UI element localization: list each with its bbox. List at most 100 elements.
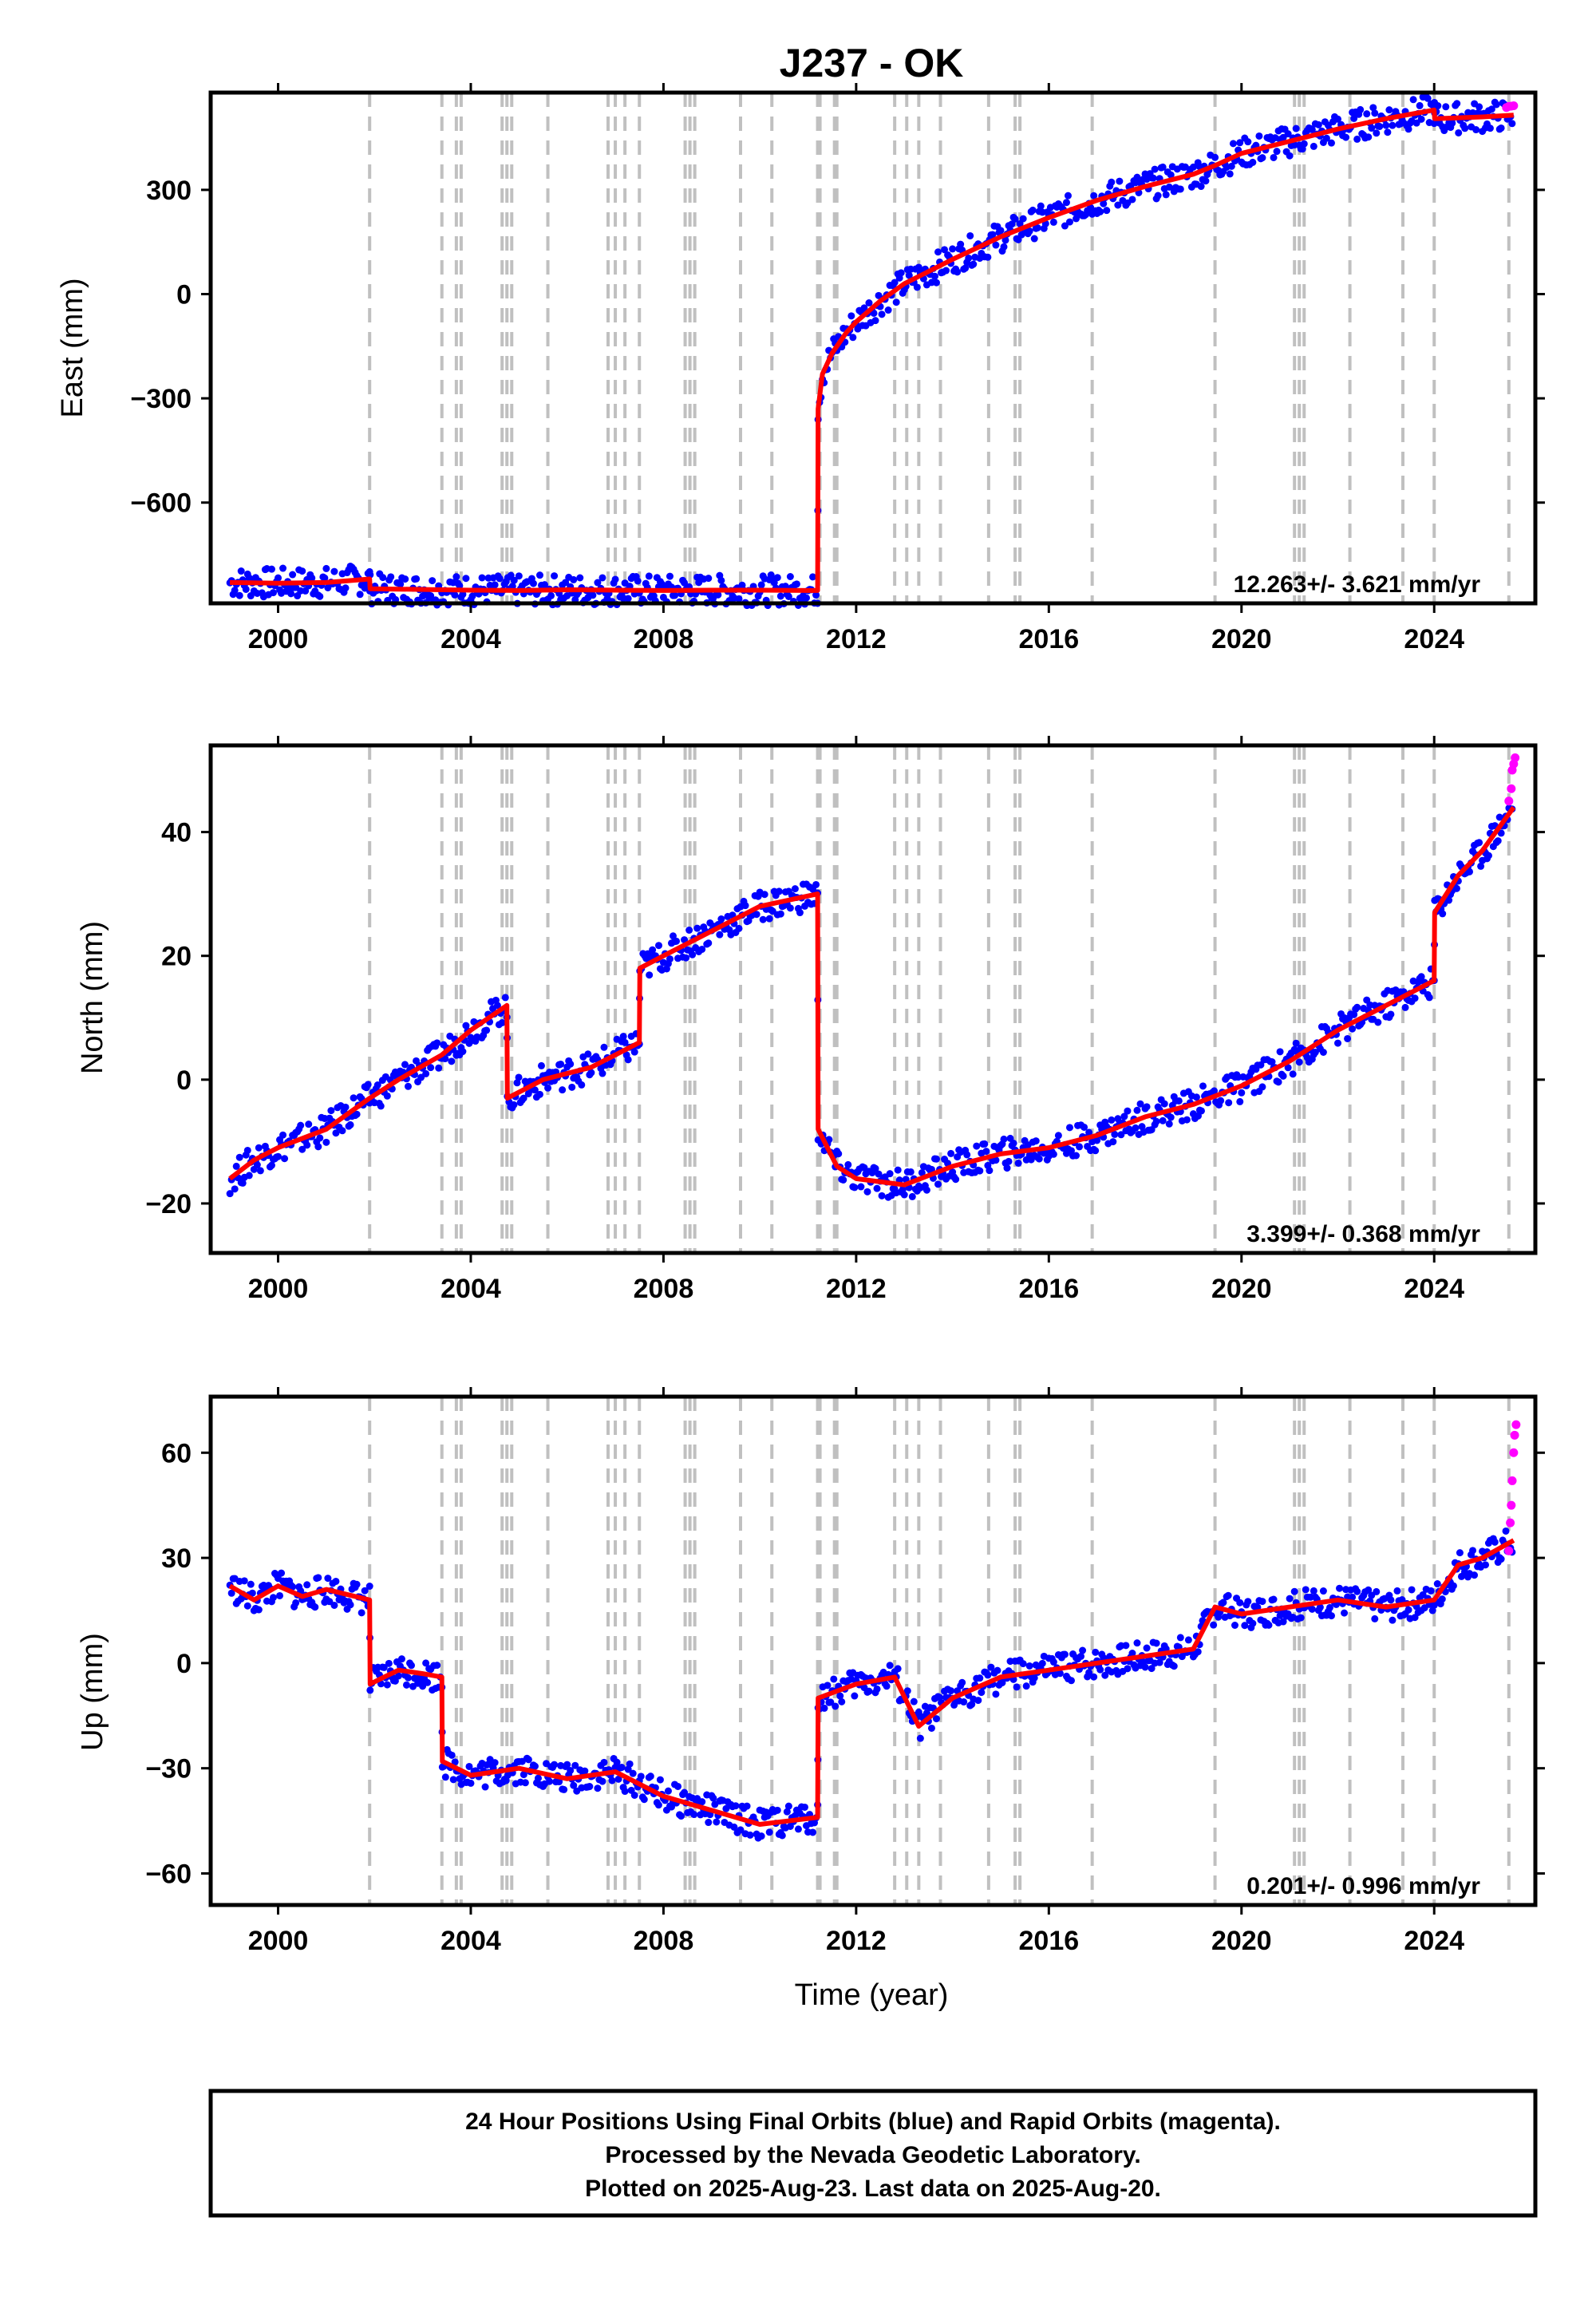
up-final-point-219 xyxy=(571,1761,579,1769)
north-final-point-98 xyxy=(383,1092,391,1100)
north-final-point-70 xyxy=(338,1127,346,1135)
north-final-point-672 xyxy=(1295,1058,1303,1066)
north-final-point-687 xyxy=(1319,1049,1327,1057)
north-final-point-347 xyxy=(776,910,784,918)
up-final-point-348 xyxy=(778,1832,786,1840)
east-final-point-712 xyxy=(1363,110,1371,118)
up-final-point-455 xyxy=(947,1687,955,1695)
north-final-point-278 xyxy=(666,955,674,963)
north-final-point-170 xyxy=(498,1018,506,1026)
north-final-point-529 xyxy=(1065,1124,1073,1132)
east-final-point-795 xyxy=(1492,101,1500,109)
up-final-point-32 xyxy=(278,1569,286,1577)
east-final-point-654 xyxy=(1270,153,1278,161)
north-x-tick-label-5: 2020 xyxy=(1211,1274,1272,1304)
up-final-point-798 xyxy=(1497,1555,1505,1563)
north-final-point-510 xyxy=(1035,1155,1043,1163)
north-final-point-799 xyxy=(1495,813,1503,821)
north-final-point-66 xyxy=(332,1129,340,1137)
north-final-point-225 xyxy=(584,1050,592,1058)
east-final-point-6 xyxy=(235,591,243,599)
footer-line-2: Processed by the Nevada Geodetic Laborat… xyxy=(605,2142,1140,2168)
up-final-point-619 xyxy=(1210,1621,1218,1629)
east-final-point-220 xyxy=(576,574,584,582)
east-final-point-367 xyxy=(812,591,820,599)
up-final-point-700 xyxy=(1341,1609,1349,1617)
east-final-point-432 xyxy=(913,283,921,291)
north-final-point-446 xyxy=(932,1155,940,1163)
north-final-point-655 xyxy=(1268,1058,1276,1066)
up-final-point-781 xyxy=(1471,1571,1479,1579)
east-final-point-548 xyxy=(1100,200,1108,207)
up-final-point-691 xyxy=(1325,1603,1333,1611)
north-final-point-748 xyxy=(1417,973,1425,981)
up-final-point-625 xyxy=(1219,1599,1227,1607)
up-final-point-203 xyxy=(546,1777,554,1785)
east-final-point-351 xyxy=(786,572,794,580)
up-final-point-169 xyxy=(491,1759,499,1767)
north-rapid-point-4 xyxy=(1511,753,1520,763)
up-final-point-260 xyxy=(637,1773,645,1780)
east-final-point-145 xyxy=(456,582,464,590)
east-final-point-585 xyxy=(1159,163,1167,171)
north-final-point-247 xyxy=(619,1033,627,1041)
east-final-point-718 xyxy=(1373,129,1381,137)
up-final-point-302 xyxy=(705,1819,713,1827)
east-final-point-553 xyxy=(1108,178,1116,186)
up-final-point-478 xyxy=(984,1671,992,1679)
east-final-point-771 xyxy=(1455,128,1463,136)
up-final-point-41 xyxy=(292,1599,300,1607)
up-rapid-point-1 xyxy=(1506,1518,1515,1528)
east-final-point-149 xyxy=(462,575,470,583)
east-final-point-45 xyxy=(298,567,306,575)
east-final-point-391 xyxy=(847,312,855,320)
east-final-point-306 xyxy=(714,591,722,599)
footer-frame xyxy=(208,2089,1538,2218)
east-final-point-250 xyxy=(624,595,632,603)
up-final-point-680 xyxy=(1308,1605,1316,1613)
east-final-point-47 xyxy=(302,587,310,595)
east-final-point-750 xyxy=(1424,94,1432,102)
east-final-point-142 xyxy=(451,591,459,599)
east-final-point-191 xyxy=(529,579,537,587)
up-final-point-131 xyxy=(433,1662,441,1670)
up-final-point-436 xyxy=(916,1734,924,1742)
north-final-point-325 xyxy=(741,902,749,910)
up-rapid-point-3 xyxy=(1507,1476,1517,1485)
up-final-point-417 xyxy=(886,1662,894,1670)
east-final-point-638 xyxy=(1244,138,1252,146)
up-final-point-27 xyxy=(269,1594,277,1602)
north-final-point-56 xyxy=(316,1134,324,1142)
east-x-tick-label-4: 2016 xyxy=(1019,624,1080,654)
up-final-point-39 xyxy=(289,1583,297,1591)
east-final-point-361 xyxy=(802,594,810,602)
east-final-point-486 xyxy=(1000,243,1008,251)
up-y-tick-label-4: 60 xyxy=(161,1438,192,1468)
east-plot-frame xyxy=(208,90,1538,606)
up-final-point-523 xyxy=(1056,1670,1064,1678)
up-final-point-685 xyxy=(1316,1603,1324,1611)
north-final-point-670 xyxy=(1292,1039,1300,1047)
north-final-point-26 xyxy=(267,1161,275,1169)
east-final-point-609 xyxy=(1197,183,1205,191)
east-final-point-147 xyxy=(459,591,467,599)
up-final-point-101 xyxy=(385,1659,393,1667)
north-final-point-648 xyxy=(1257,1061,1265,1069)
east-final-point-484 xyxy=(997,227,1005,235)
east-final-point-728 xyxy=(1389,121,1396,129)
north-final-point-559 xyxy=(1114,1115,1122,1123)
east-final-point-345 xyxy=(776,592,784,600)
east-final-point-546 xyxy=(1096,207,1104,215)
north-final-point-250 xyxy=(624,1056,632,1064)
up-final-point-733 xyxy=(1393,1587,1401,1595)
east-final-point-216 xyxy=(570,575,578,583)
up-final-point-138 xyxy=(441,1773,449,1781)
north-final-point-92 xyxy=(373,1081,381,1089)
east-final-point-449 xyxy=(941,246,949,254)
up-final-point-272 xyxy=(656,1776,664,1784)
up-final-point-322 xyxy=(737,1826,745,1834)
north-rapid-point-1 xyxy=(1507,784,1516,793)
north-final-point-588 xyxy=(1160,1100,1168,1108)
up-final-point-577 xyxy=(1143,1644,1151,1652)
north-final-point-77 xyxy=(350,1094,358,1102)
